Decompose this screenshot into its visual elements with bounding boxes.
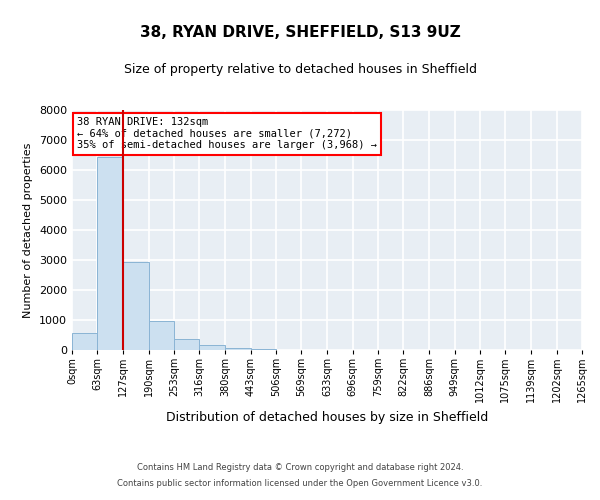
Bar [174,339,199,350]
Y-axis label: Number of detached properties: Number of detached properties [23,142,34,318]
Bar [97,157,123,350]
Text: 38, RYAN DRIVE, SHEFFIELD, S13 9UZ: 38, RYAN DRIVE, SHEFFIELD, S13 9UZ [140,25,460,40]
Text: Contains HM Land Registry data © Crown copyright and database right 2024.: Contains HM Land Registry data © Crown c… [137,464,463,472]
Bar [199,345,225,350]
Text: 38 RYAN DRIVE: 132sqm
← 64% of detached houses are smaller (7,272)
35% of semi-d: 38 RYAN DRIVE: 132sqm ← 64% of detached … [77,117,377,150]
Bar [225,348,251,350]
Bar [72,333,97,350]
Bar [149,320,174,350]
Text: Contains public sector information licensed under the Open Government Licence v3: Contains public sector information licen… [118,478,482,488]
Bar [251,348,276,350]
Text: Size of property relative to detached houses in Sheffield: Size of property relative to detached ho… [124,62,476,76]
Bar [123,262,149,350]
X-axis label: Distribution of detached houses by size in Sheffield: Distribution of detached houses by size … [166,411,488,424]
